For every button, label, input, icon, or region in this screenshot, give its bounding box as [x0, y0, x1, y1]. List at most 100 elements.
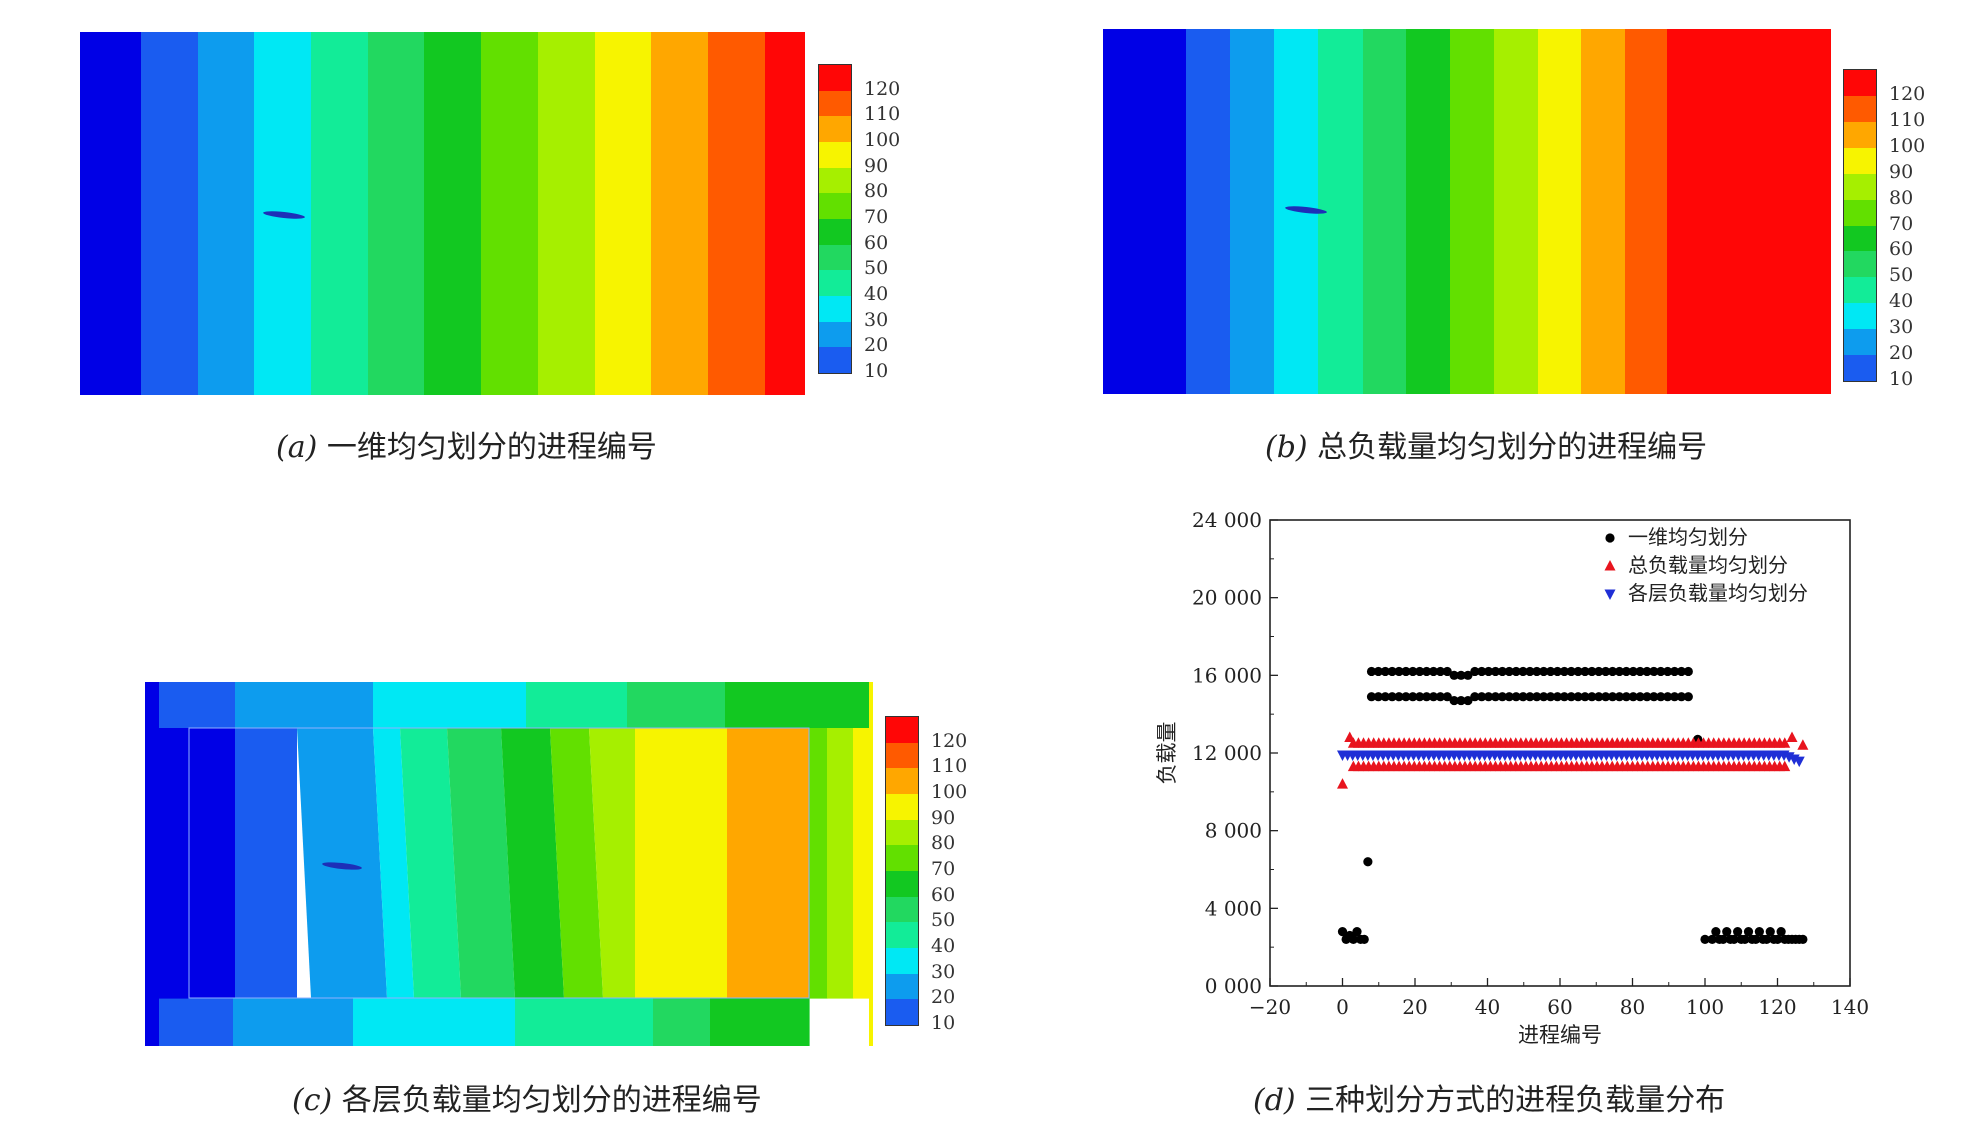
stripe	[197, 32, 254, 395]
series-1-point	[1518, 692, 1528, 702]
y-tick-label: 4 000	[1205, 896, 1262, 920]
series-1-point	[1566, 692, 1576, 702]
partition-region	[627, 682, 726, 729]
colorbar-segment	[886, 742, 918, 769]
stripe	[140, 32, 199, 395]
series-1-point	[1422, 692, 1432, 702]
colorbar-tick-label: 60	[864, 231, 889, 254]
series-1-point	[1607, 692, 1618, 702]
series-1-point	[1525, 692, 1535, 702]
series-1-point	[1449, 695, 1459, 706]
series-1-point	[1380, 692, 1390, 702]
series-1-point	[1587, 666, 1597, 677]
series-1-point	[1490, 666, 1501, 677]
series-1-point	[1751, 934, 1761, 944]
colorbar-tick-label: 20	[864, 334, 889, 357]
series-1-point	[1387, 692, 1397, 702]
partition-region	[550, 728, 603, 998]
series-1-point	[1539, 666, 1549, 677]
series-1-point	[1470, 692, 1480, 702]
partition-region	[145, 728, 190, 999]
series-1-point	[1463, 695, 1473, 706]
series-1-point	[1676, 692, 1687, 702]
colorbar-tick-label: 60	[931, 883, 956, 906]
y-tick-label: 16 000	[1192, 663, 1262, 687]
series-1-point	[1545, 692, 1556, 702]
stripe	[594, 32, 652, 395]
series-1-point	[1463, 670, 1473, 680]
stripe	[708, 32, 766, 395]
colorbar-segment	[886, 845, 918, 872]
series-1-point	[1511, 666, 1521, 677]
series-1-point	[1669, 692, 1680, 702]
colorbar-tick-label: 30	[931, 960, 956, 983]
series-1-point	[1700, 934, 1710, 944]
series-1-point	[1718, 934, 1728, 944]
series-1-point	[1601, 666, 1611, 677]
series-1-point	[1552, 666, 1563, 677]
colorbar-segment	[1844, 355, 1876, 382]
series-1-point	[1743, 927, 1754, 937]
colorbar-tick-label: 50	[864, 257, 889, 280]
colorbar-tick-label: 100	[864, 129, 901, 151]
series-1-point	[1504, 666, 1514, 677]
x-tick-label: −20	[1249, 995, 1291, 1019]
series-1-point	[1442, 666, 1452, 677]
series-1-point	[1621, 692, 1631, 702]
colorbar-segment	[819, 116, 851, 143]
stripe	[311, 32, 369, 395]
colorbar-segment	[819, 296, 851, 323]
colorbar-segment	[819, 321, 851, 348]
x-tick-label: 140	[1831, 995, 1869, 1019]
series-1-point	[1798, 934, 1808, 944]
x-tick-label: 0	[1336, 995, 1349, 1019]
series-1-point	[1497, 692, 1507, 702]
partition-region	[727, 728, 809, 998]
colorbar-tick-label: 40	[931, 935, 956, 957]
partition-region	[233, 998, 354, 1046]
series-1-point	[1580, 666, 1590, 677]
x-tick-label: 120	[1758, 995, 1796, 1019]
colorbar-b	[1843, 69, 1877, 382]
heatmap-a	[80, 32, 805, 395]
y-tick-label: 24 000	[1192, 508, 1262, 532]
series-1-point	[1683, 666, 1693, 677]
series-1-point	[1435, 666, 1445, 677]
colorbar-tick-label: 120	[1889, 82, 1926, 105]
series-2-point	[1797, 739, 1809, 750]
x-tick-label: 80	[1620, 995, 1645, 1019]
series-1-point	[1401, 692, 1411, 702]
series-1-point	[1772, 934, 1783, 944]
series-1-point	[1683, 692, 1693, 702]
partition-region	[159, 998, 234, 1046]
colorbar-c	[885, 716, 919, 1026]
caption-d-label: (d)	[1253, 1083, 1296, 1118]
series-1-point	[1587, 692, 1597, 702]
partition-region	[869, 682, 873, 1046]
partition-region	[526, 682, 628, 729]
colorbar-segment	[1844, 277, 1876, 304]
series-1-point	[1415, 692, 1425, 702]
partition-region	[827, 728, 854, 999]
series-1-point	[1359, 934, 1369, 944]
series-1-point	[1594, 692, 1604, 702]
series-1-point	[1776, 927, 1786, 937]
colorbar-tick-label: 50	[1889, 264, 1914, 287]
partition-region	[653, 998, 711, 1046]
caption-c: (c) 各层负载量均匀划分的进程编号	[292, 1075, 762, 1119]
colorbar-tick-label: 110	[1889, 108, 1926, 131]
colorbar-tick-label: 90	[1889, 160, 1914, 183]
colorbar-tick-label: 70	[864, 206, 889, 228]
series-1-point	[1740, 934, 1750, 944]
colorbar-tick-label: 120	[931, 729, 968, 752]
colorbar-tick-label: 90	[864, 154, 889, 177]
series-1-point	[1722, 927, 1732, 937]
colorbar-tick-label: 70	[1889, 212, 1914, 235]
colorbar-tick-label: 80	[931, 832, 956, 855]
stripe	[1103, 29, 1186, 394]
y-tick-label: 0 000	[1205, 974, 1262, 998]
series-1-point	[1559, 692, 1569, 702]
colorbar-tick-label: 20	[931, 986, 956, 1009]
caption-c-title: 各层负载量均匀划分的进程编号	[341, 1083, 762, 1118]
series-1-point	[1518, 666, 1528, 677]
